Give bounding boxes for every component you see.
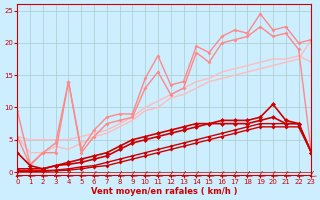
X-axis label: Vent moyen/en rafales ( km/h ): Vent moyen/en rafales ( km/h ) <box>91 187 238 196</box>
